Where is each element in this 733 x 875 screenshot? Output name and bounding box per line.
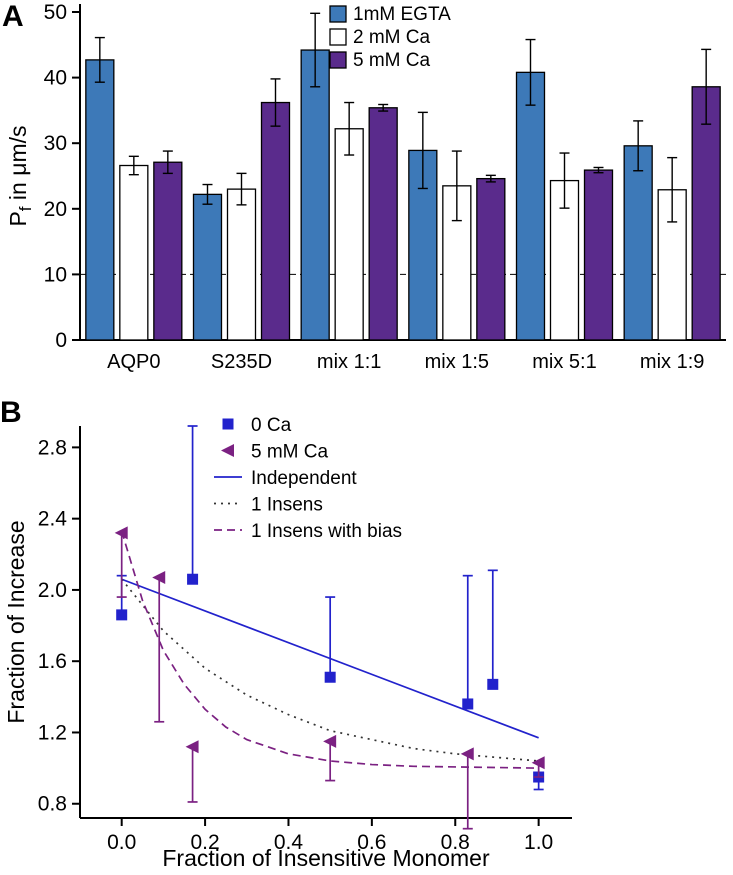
svg-text:40: 40 — [44, 67, 67, 90]
svg-text:1.2: 1.2 — [38, 721, 67, 744]
svg-text:0.8: 0.8 — [38, 793, 67, 816]
svg-text:0.0: 0.0 — [107, 831, 136, 854]
bar-chart-svg: 0 10 20 30 40 50 AQP0 S235D mix 1:1 mix 1:5 mix 5:… — [5, 1, 726, 373]
svg-text:20: 20 — [44, 198, 67, 221]
svg-text:30: 30 — [44, 132, 67, 155]
panel-b-letter: B — [0, 396, 22, 429]
svg-text:Independent: Independent — [251, 468, 357, 489]
svg-text:2.4: 2.4 — [38, 508, 68, 531]
svg-text:Fraction of Increase: Fraction of Increase — [3, 520, 29, 723]
svg-text:AQP0: AQP0 — [107, 351, 160, 373]
svg-text:50: 50 — [44, 1, 67, 24]
svg-text:0.2: 0.2 — [190, 831, 219, 854]
svg-text:mix 1:5: mix 1:5 — [425, 351, 489, 373]
svg-text:1.0: 1.0 — [524, 831, 553, 854]
svg-text:Fraction of Insensitive Monome: Fraction of Insensitive Monomer — [162, 845, 490, 871]
svg-text:1 Insens with bias: 1 Insens with bias — [251, 521, 402, 542]
svg-text:mix 1:9: mix 1:9 — [640, 351, 704, 373]
svg-text:0: 0 — [55, 329, 67, 352]
svg-text:mix 1:1: mix 1:1 — [317, 351, 381, 373]
panel-a: 0 10 20 30 40 50 AQP0 S235D mix 1:1 mix 1:5 mix 5:… — [0, 0, 733, 398]
svg-text:1.6: 1.6 — [38, 650, 67, 673]
svg-text:2.8: 2.8 — [38, 436, 67, 459]
svg-text:mix 5:1: mix 5:1 — [532, 351, 596, 373]
svg-text:Pf in μm/s: Pf in μm/s — [5, 125, 35, 226]
svg-text:1mM EGTA: 1mM EGTA — [353, 4, 451, 25]
svg-text:0.4: 0.4 — [274, 831, 304, 854]
svg-text:5 mM Ca: 5 mM Ca — [353, 50, 431, 71]
svg-text:0 Ca: 0 Ca — [251, 415, 292, 436]
svg-text:2 mM Ca: 2 mM Ca — [353, 27, 431, 48]
svg-text:2.0: 2.0 — [38, 579, 67, 602]
svg-text:1 Insens: 1 Insens — [251, 495, 323, 516]
panel-a-letter: A — [2, 0, 24, 33]
svg-text:0.6: 0.6 — [357, 831, 386, 854]
scatter-chart-svg: 0.8 1.2 1.6 2.0 2.4 2.8 0.0 0.2 0.4 0.6 0.8 1.0 0 Ca… — [3, 415, 572, 871]
svg-text:0.8: 0.8 — [441, 831, 470, 854]
svg-text:S235D: S235D — [211, 351, 272, 373]
svg-text:5 mM Ca: 5 mM Ca — [251, 442, 329, 463]
panel-b: 0.8 1.2 1.6 2.0 2.4 2.8 0.0 0.2 0.4 0.6 0.8 1.0 0 Ca… — [0, 398, 733, 875]
svg-text:10: 10 — [44, 263, 67, 286]
